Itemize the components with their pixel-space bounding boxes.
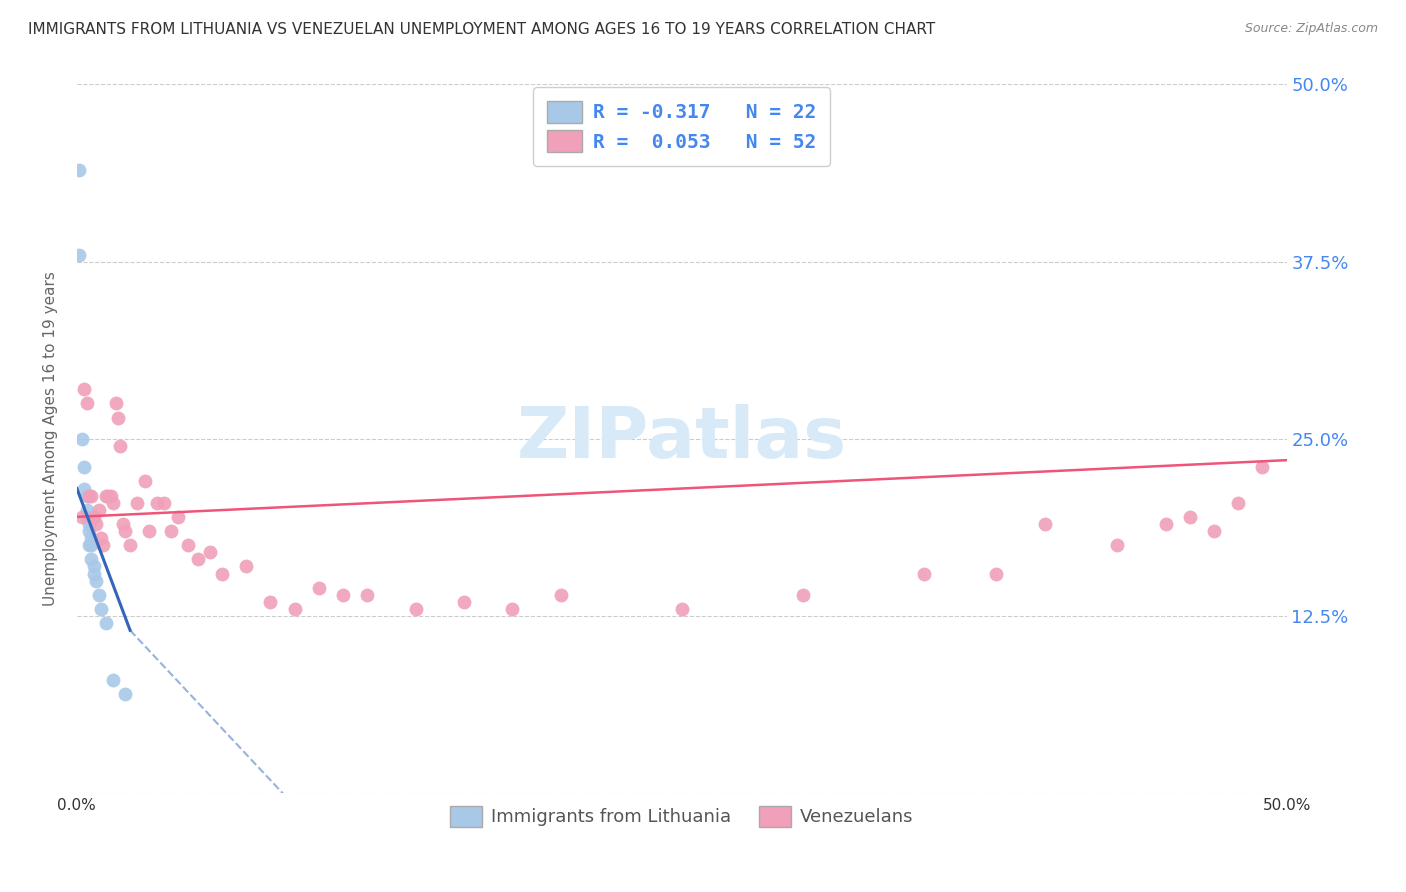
Point bbox=[167, 509, 190, 524]
Point bbox=[177, 538, 200, 552]
Point bbox=[1227, 496, 1250, 510]
Point bbox=[94, 616, 117, 631]
Point bbox=[114, 524, 136, 538]
Point bbox=[127, 496, 149, 510]
Point bbox=[1178, 509, 1201, 524]
Point bbox=[912, 566, 935, 581]
Point bbox=[145, 496, 167, 510]
Point bbox=[308, 581, 330, 595]
Text: IMMIGRANTS FROM LITHUANIA VS VENEZUELAN UNEMPLOYMENT AMONG AGES 16 TO 19 YEARS C: IMMIGRANTS FROM LITHUANIA VS VENEZUELAN … bbox=[28, 22, 935, 37]
Point bbox=[235, 559, 257, 574]
Point bbox=[160, 524, 183, 538]
Point bbox=[138, 524, 160, 538]
Point bbox=[101, 673, 124, 687]
Point bbox=[70, 509, 93, 524]
Point bbox=[1033, 516, 1056, 531]
Point bbox=[83, 559, 105, 574]
Point bbox=[1251, 460, 1274, 475]
Point bbox=[87, 588, 110, 602]
Point bbox=[187, 552, 209, 566]
Point bbox=[198, 545, 221, 559]
Point bbox=[1154, 516, 1177, 531]
Point bbox=[986, 566, 1008, 581]
Point bbox=[120, 538, 142, 552]
Point bbox=[84, 516, 107, 531]
Point bbox=[76, 489, 98, 503]
Point bbox=[67, 162, 90, 177]
Point bbox=[84, 574, 107, 588]
Point bbox=[453, 595, 475, 609]
Point bbox=[100, 489, 122, 503]
Point bbox=[90, 531, 112, 545]
Point bbox=[1107, 538, 1129, 552]
Point bbox=[77, 538, 100, 552]
Point bbox=[104, 396, 127, 410]
Point bbox=[671, 602, 693, 616]
Point bbox=[90, 602, 112, 616]
Point bbox=[153, 496, 176, 510]
Point bbox=[80, 538, 103, 552]
Point bbox=[77, 524, 100, 538]
Point bbox=[87, 503, 110, 517]
Point bbox=[107, 410, 129, 425]
Text: Source: ZipAtlas.com: Source: ZipAtlas.com bbox=[1244, 22, 1378, 36]
Point bbox=[76, 503, 98, 517]
Point bbox=[101, 496, 124, 510]
Point bbox=[97, 489, 120, 503]
Point bbox=[550, 588, 572, 602]
Point bbox=[114, 687, 136, 701]
Point bbox=[83, 566, 105, 581]
Point bbox=[284, 602, 307, 616]
Point bbox=[73, 382, 96, 396]
Point bbox=[80, 552, 103, 566]
Point bbox=[76, 509, 98, 524]
Point bbox=[73, 460, 96, 475]
Point bbox=[501, 602, 523, 616]
Point bbox=[77, 516, 100, 531]
Point bbox=[356, 588, 378, 602]
Point bbox=[259, 595, 281, 609]
Point bbox=[792, 588, 814, 602]
Point bbox=[93, 538, 115, 552]
Point bbox=[77, 489, 100, 503]
Point bbox=[73, 482, 96, 496]
Point bbox=[80, 489, 103, 503]
Point bbox=[70, 432, 93, 446]
Point bbox=[111, 516, 134, 531]
Y-axis label: Unemployment Among Ages 16 to 19 years: Unemployment Among Ages 16 to 19 years bbox=[44, 271, 58, 607]
Point bbox=[83, 509, 105, 524]
Point bbox=[332, 588, 354, 602]
Point bbox=[405, 602, 427, 616]
Point bbox=[94, 489, 117, 503]
Point bbox=[134, 475, 156, 489]
Point bbox=[67, 247, 90, 261]
Legend: Immigrants from Lithuania, Venezuelans: Immigrants from Lithuania, Venezuelans bbox=[443, 798, 921, 834]
Text: ZIPatlas: ZIPatlas bbox=[516, 404, 846, 474]
Point bbox=[1202, 524, 1225, 538]
Point bbox=[110, 439, 132, 453]
Point bbox=[80, 531, 103, 545]
Point bbox=[211, 566, 233, 581]
Point bbox=[76, 396, 98, 410]
